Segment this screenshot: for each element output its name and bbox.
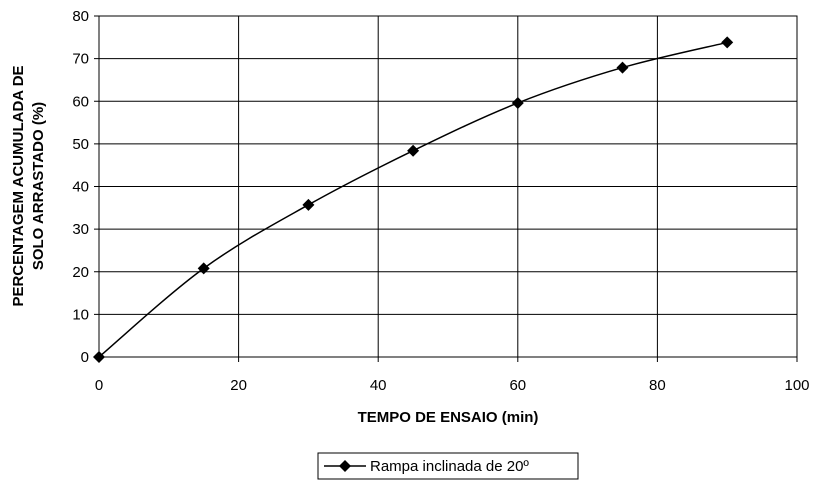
legend: Rampa inclinada de 20º [317,452,579,480]
legend-marker [339,460,351,472]
y-tick-label-4: 40 [72,179,89,196]
data-point-0-2 [302,198,315,211]
legend-label: Rampa inclinada de 20º [370,458,529,475]
y-tick-label-2: 20 [72,264,89,281]
x-tick-label-2: 40 [370,377,387,394]
y-tick-label-5: 50 [72,136,89,153]
data-point-0-6 [721,36,734,49]
x-tick-label-3: 60 [509,377,526,394]
y-axis-title: PERCENTAGEM ACUMULADA DE SOLO ARRASTADO … [10,65,47,306]
data-point-0-5 [616,61,629,74]
y-tick-label-6: 60 [72,93,89,110]
y-tick-label-3: 30 [72,221,89,238]
series-line-0 [98,41,728,358]
x-tick-label-5: 100 [784,377,809,394]
y-axis-title-line-1: PERCENTAGEM ACUMULADA DE [10,65,27,306]
x-tick-label-0: 0 [95,377,103,394]
y-tick-label-1: 10 [72,306,89,323]
y-tick-label-8: 80 [72,8,89,25]
axis-ticks: 0 10 20 30 40 50 60 70 80 0 20 40 60 80 100 [72,8,809,394]
data-point-0-1 [197,262,210,275]
grid-lines [98,15,798,358]
data-point-0-0 [93,351,105,363]
series-group [93,36,734,363]
y-tick-label-0: 0 [81,349,89,366]
y-tick-label-7: 70 [72,51,89,68]
y-axis-title-line-2: SOLO ARRASTADO (%) [30,102,47,270]
data-point-0-4 [511,96,524,109]
x-axis-title: TEMPO DE ENSAIO (min) [358,409,539,426]
x-tick-label-4: 80 [649,377,666,394]
x-tick-label-1: 20 [230,377,247,394]
data-point-0-3 [407,144,420,157]
